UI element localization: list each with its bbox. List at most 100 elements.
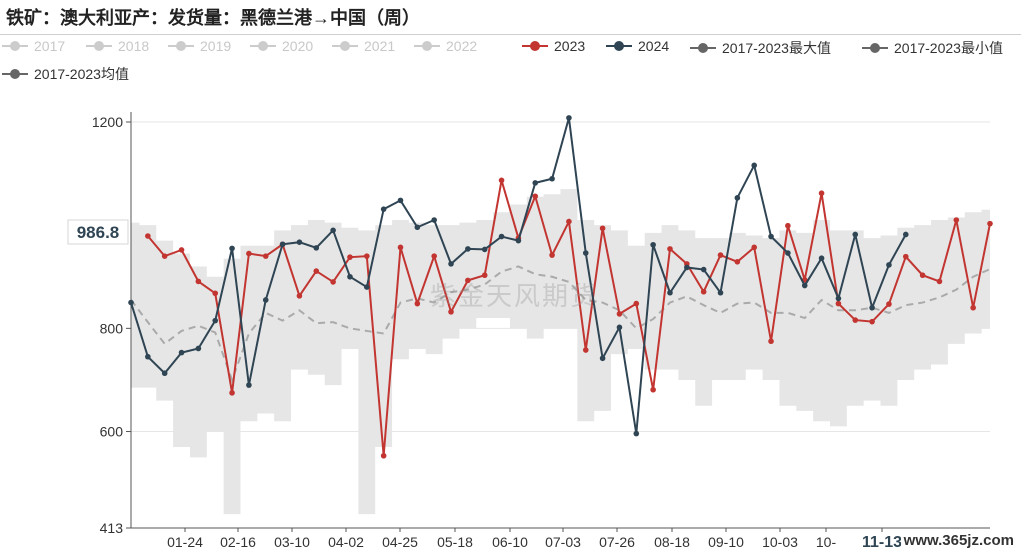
series-2024-point[interactable] <box>751 162 757 169</box>
series-2024-point[interactable] <box>380 206 387 212</box>
series-2024-point[interactable] <box>161 370 168 377</box>
legend-item-2019[interactable]: 2019 <box>168 38 231 54</box>
series-2024-point[interactable] <box>801 282 808 289</box>
series-2023-point[interactable] <box>380 452 387 459</box>
series-2023-point[interactable] <box>902 253 909 260</box>
series-2024-point[interactable] <box>347 273 353 280</box>
series-2024-point[interactable] <box>465 246 471 252</box>
series-2024-point[interactable] <box>700 266 707 273</box>
series-2024-point[interactable] <box>582 250 589 256</box>
series-2024-point[interactable] <box>650 241 656 248</box>
series-2023-point[interactable] <box>869 318 875 325</box>
series-2023-point[interactable] <box>970 304 976 311</box>
series-2023-point[interactable] <box>330 279 336 285</box>
series-2023-point[interactable] <box>633 300 640 307</box>
series-2023-point[interactable] <box>313 268 320 274</box>
legend-item-2024[interactable]: 2024 <box>606 38 669 54</box>
series-2024-point[interactable] <box>734 195 741 201</box>
legend-item-2018[interactable]: 2018 <box>86 38 149 54</box>
series-2024-point[interactable] <box>431 217 437 223</box>
series-2024-point[interactable] <box>145 353 151 360</box>
series-2023-point[interactable] <box>498 177 505 184</box>
series-2024-point[interactable] <box>195 345 202 352</box>
series-2023-point[interactable] <box>582 347 589 353</box>
series-2024-point[interactable] <box>262 297 269 303</box>
series-2024-point[interactable] <box>481 246 488 253</box>
series-2023-point[interactable] <box>818 190 825 196</box>
series-2024-point[interactable] <box>717 289 724 296</box>
legend-item-2021[interactable]: 2021 <box>332 38 395 54</box>
series-2023-point[interactable] <box>717 252 724 258</box>
series-2024-point[interactable] <box>128 299 134 306</box>
series-2023-point[interactable] <box>229 390 235 396</box>
series-2023-point[interactable] <box>262 253 269 259</box>
series-2023-point[interactable] <box>481 272 488 279</box>
series-2023-point[interactable] <box>364 253 370 259</box>
series-2023-point[interactable] <box>347 254 353 260</box>
series-2024-point[interactable] <box>448 261 454 267</box>
series-2024-point[interactable] <box>498 233 505 240</box>
series-2024-point[interactable] <box>599 355 606 362</box>
series-2023-point[interactable] <box>448 309 454 315</box>
legend-item-2023[interactable]: 2023 <box>522 38 585 54</box>
series-2023-point[interactable] <box>919 272 926 279</box>
series-2024-point[interactable] <box>616 324 623 331</box>
series-2024-point[interactable] <box>667 289 673 296</box>
series-2023-point[interactable] <box>751 244 757 251</box>
series-2024-point[interactable] <box>818 255 825 261</box>
legend-item-2017-2023均值[interactable]: 2017-2023均值 <box>2 64 129 84</box>
series-2023-point[interactable] <box>886 301 892 307</box>
series-2024-point[interactable] <box>549 175 555 182</box>
series-2023-point[interactable] <box>835 300 842 307</box>
series-2023-point[interactable] <box>178 247 185 253</box>
series-2024-point[interactable] <box>330 227 336 234</box>
series-2023-point[interactable] <box>397 244 404 251</box>
series-2023-point[interactable] <box>616 311 623 317</box>
series-2024-point[interactable] <box>212 317 219 324</box>
series-2023-point[interactable] <box>667 246 673 252</box>
series-2024-point[interactable] <box>313 245 320 251</box>
series-2024-point[interactable] <box>633 430 640 437</box>
series-2023-point[interactable] <box>465 277 471 284</box>
series-2023-point[interactable] <box>734 259 741 265</box>
series-2024-point[interactable] <box>296 239 303 246</box>
series-2023-point[interactable] <box>549 252 555 258</box>
series-2023-point[interactable] <box>953 217 960 223</box>
series-2023-point[interactable] <box>700 288 707 295</box>
series-2024-point[interactable] <box>397 197 404 204</box>
series-2023-point[interactable] <box>599 225 606 232</box>
legend-item-2022[interactable]: 2022 <box>414 38 477 54</box>
series-2023-point[interactable] <box>431 253 437 259</box>
series-2023-point[interactable] <box>987 220 993 227</box>
series-2024-point[interactable] <box>178 349 185 356</box>
series-2023-point[interactable] <box>246 250 252 257</box>
series-2023-point[interactable] <box>650 386 656 393</box>
series-2024-point[interactable] <box>246 382 252 388</box>
series-2023-point[interactable] <box>296 293 303 299</box>
series-2024-point[interactable] <box>852 231 859 238</box>
series-2024-point[interactable] <box>364 284 370 290</box>
series-2024-point[interactable] <box>902 231 909 238</box>
series-2023-point[interactable] <box>936 278 943 285</box>
series-2024-point[interactable] <box>684 264 690 271</box>
series-2024-point[interactable] <box>869 304 875 311</box>
series-2023-point[interactable] <box>161 253 168 259</box>
series-2024-point[interactable] <box>768 233 774 240</box>
series-2024-point[interactable] <box>229 245 235 252</box>
legend-item-2020[interactable]: 2020 <box>250 38 313 54</box>
series-2023-point[interactable] <box>195 278 202 285</box>
series-2024-point[interactable] <box>886 262 892 268</box>
series-2023-point[interactable] <box>768 338 774 345</box>
series-2024-point[interactable] <box>414 224 421 231</box>
series-2024-point[interactable] <box>279 241 286 248</box>
series-2023-point[interactable] <box>414 300 421 307</box>
series-2024-point[interactable] <box>785 250 791 256</box>
series-2023-point[interactable] <box>532 193 539 200</box>
series-2024-point[interactable] <box>835 295 842 302</box>
series-2023-point[interactable] <box>785 222 791 229</box>
legend-item-2017-2023最大值[interactable]: 2017-2023最大值 <box>690 38 831 58</box>
series-2024-point[interactable] <box>532 180 539 186</box>
legend-item-2017[interactable]: 2017 <box>2 38 65 54</box>
series-2024-point[interactable] <box>566 115 572 121</box>
series-2023-point[interactable] <box>212 290 219 297</box>
